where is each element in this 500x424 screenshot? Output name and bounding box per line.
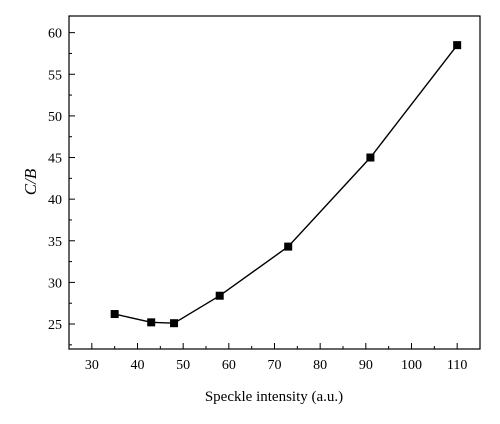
y-tick-label: 60 [48, 27, 62, 42]
x-tick-label: 80 [313, 358, 327, 373]
plot-frame [68, 15, 481, 350]
y-tick-label: 55 [48, 68, 62, 83]
x-tick-label: 110 [447, 358, 467, 373]
data-point [453, 41, 462, 50]
series-layer [110, 41, 462, 328]
x-tick-label: 40 [131, 358, 145, 373]
y-axis-title: C/B [21, 168, 40, 195]
y-tick-label: 45 [48, 152, 62, 167]
data-point [147, 318, 156, 327]
x-tick-label: 30 [85, 358, 99, 373]
y-tick-label: 25 [48, 318, 62, 333]
data-point [215, 291, 224, 300]
data-point [170, 319, 179, 328]
x-tick-label: 100 [401, 358, 422, 373]
y-tick-label: 35 [48, 235, 62, 250]
x-tick-label: 60 [222, 358, 236, 373]
y-tick-label: 30 [48, 276, 62, 291]
x-tick-label: 90 [359, 358, 373, 373]
x-axis-title: Speckle intensity (a.u.) [205, 389, 343, 405]
x-tick-label: 70 [268, 358, 282, 373]
x-tick-label: 50 [176, 358, 190, 373]
data-point [284, 242, 293, 251]
data-point [110, 310, 119, 319]
data-point [366, 153, 375, 162]
y-tick-label: 50 [48, 110, 62, 125]
y-tick-label: 40 [48, 193, 62, 208]
y-axis: 25 30 35 40 45 50 55 60 [48, 27, 75, 346]
x-axis: 30 40 50 60 70 80 90 100 110 [85, 343, 467, 373]
series-line [114, 44, 458, 324]
